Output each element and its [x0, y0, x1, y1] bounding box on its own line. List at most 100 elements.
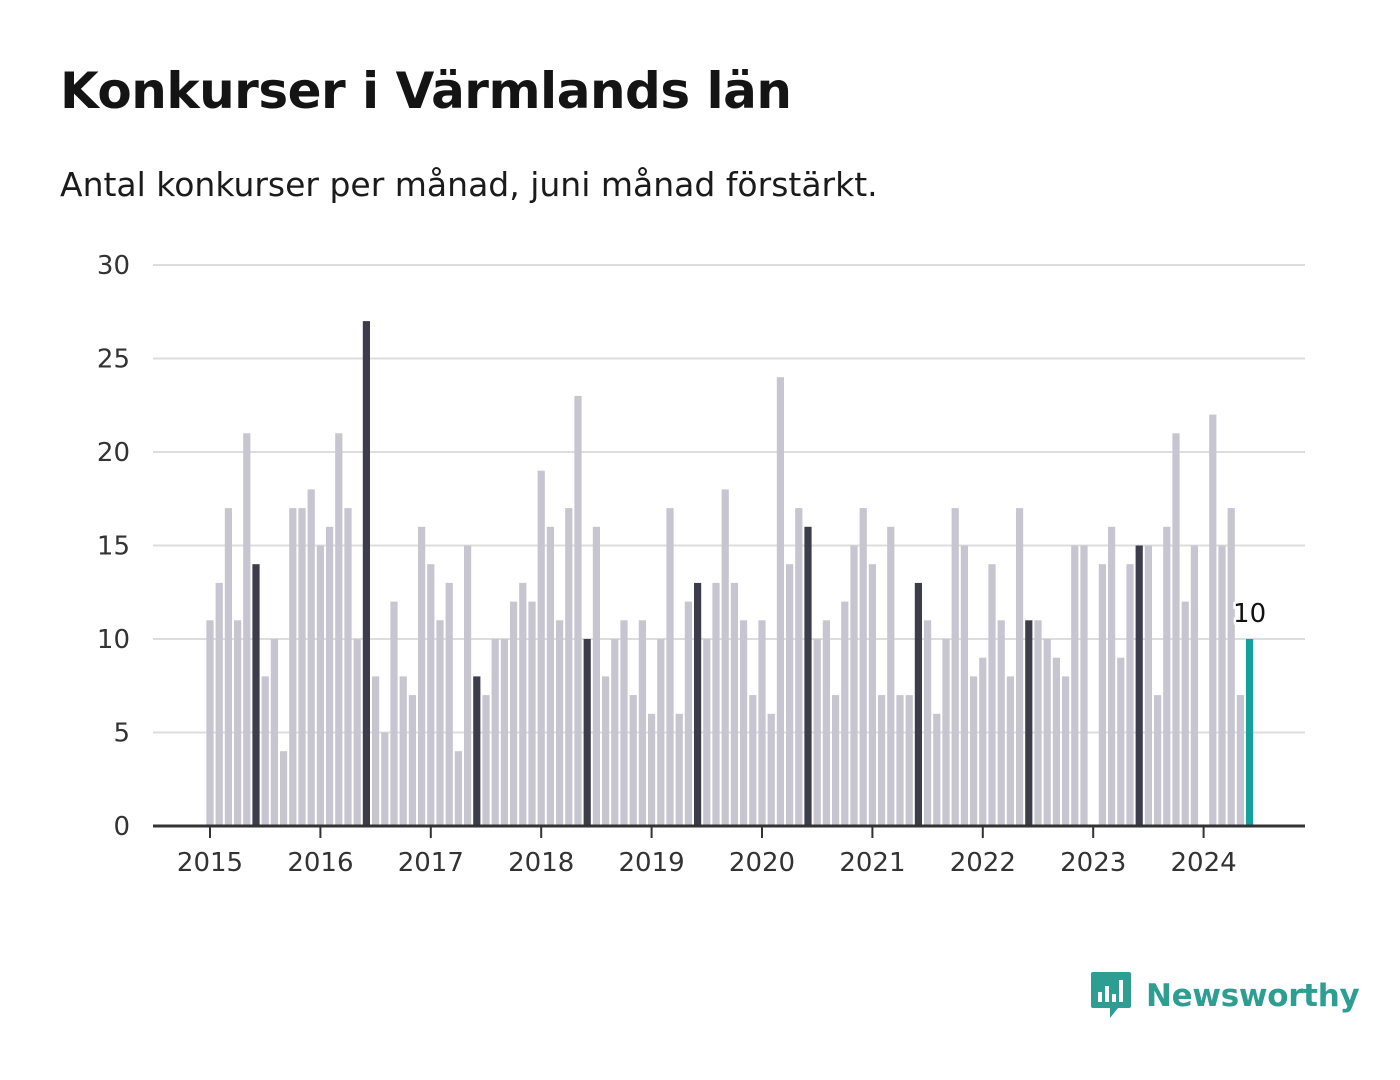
bar[interactable]: [335, 433, 343, 826]
bar[interactable]: [822, 620, 830, 826]
bar[interactable]: [813, 639, 821, 826]
bar[interactable]: [215, 582, 223, 826]
bar-june[interactable]: [804, 526, 812, 826]
bar[interactable]: [510, 601, 518, 826]
bar[interactable]: [859, 508, 867, 826]
bar[interactable]: [611, 639, 619, 826]
bar[interactable]: [565, 508, 573, 826]
bar[interactable]: [933, 713, 941, 826]
bar[interactable]: [1034, 620, 1042, 826]
bar[interactable]: [261, 676, 269, 826]
bar[interactable]: [1236, 695, 1244, 826]
bar[interactable]: [243, 433, 251, 826]
bar[interactable]: [1016, 508, 1024, 826]
bar-june[interactable]: [914, 582, 922, 826]
bar[interactable]: [620, 620, 628, 826]
bar[interactable]: [666, 508, 674, 826]
bar[interactable]: [850, 545, 858, 827]
bar[interactable]: [528, 601, 536, 826]
bar[interactable]: [436, 620, 444, 826]
bar[interactable]: [657, 639, 665, 826]
bar[interactable]: [418, 526, 426, 826]
bar[interactable]: [703, 639, 711, 826]
bar[interactable]: [648, 713, 656, 826]
bar[interactable]: [730, 582, 738, 826]
bar[interactable]: [1209, 414, 1217, 826]
bar[interactable]: [519, 582, 527, 826]
bar[interactable]: [960, 545, 968, 827]
bar[interactable]: [1218, 545, 1226, 827]
bar-june[interactable]: [1135, 545, 1143, 827]
bar[interactable]: [408, 695, 416, 826]
bar[interactable]: [482, 695, 490, 826]
bar[interactable]: [740, 620, 748, 826]
bar[interactable]: [592, 526, 600, 826]
bar[interactable]: [1126, 564, 1134, 826]
bar[interactable]: [206, 620, 214, 826]
bar[interactable]: [445, 582, 453, 826]
bar-june[interactable]: [694, 582, 702, 826]
bar[interactable]: [372, 676, 380, 826]
bar[interactable]: [1080, 545, 1088, 827]
bar[interactable]: [988, 564, 996, 826]
bar-june[interactable]: [252, 564, 260, 826]
bar[interactable]: [307, 489, 315, 826]
bar[interactable]: [1071, 545, 1079, 827]
bar[interactable]: [942, 639, 950, 826]
bar[interactable]: [997, 620, 1005, 826]
bar[interactable]: [399, 676, 407, 826]
bar-june[interactable]: [583, 639, 591, 826]
bar[interactable]: [841, 601, 849, 826]
bar[interactable]: [390, 601, 398, 826]
bar[interactable]: [1117, 657, 1125, 826]
bar[interactable]: [712, 582, 720, 826]
bar[interactable]: [270, 639, 278, 826]
bar[interactable]: [721, 489, 729, 826]
bar[interactable]: [326, 526, 334, 826]
bar[interactable]: [316, 545, 324, 827]
bar[interactable]: [1181, 601, 1189, 826]
bar[interactable]: [979, 657, 987, 826]
bar[interactable]: [1227, 508, 1235, 826]
bar[interactable]: [381, 732, 389, 827]
bar[interactable]: [353, 639, 361, 826]
bar[interactable]: [289, 508, 297, 826]
bar[interactable]: [556, 620, 564, 826]
bar[interactable]: [1172, 433, 1180, 826]
bar[interactable]: [638, 620, 646, 826]
bar[interactable]: [464, 545, 472, 827]
bar[interactable]: [234, 620, 242, 826]
bar[interactable]: [951, 508, 959, 826]
bar[interactable]: [896, 695, 904, 826]
bar[interactable]: [1006, 676, 1014, 826]
bar[interactable]: [887, 526, 895, 826]
bar[interactable]: [776, 377, 784, 826]
bar[interactable]: [500, 639, 508, 826]
bar[interactable]: [905, 695, 913, 826]
bar[interactable]: [298, 508, 306, 826]
bar[interactable]: [767, 713, 775, 826]
bar[interactable]: [684, 601, 692, 826]
bar-june[interactable]: [1025, 620, 1033, 826]
bar[interactable]: [924, 620, 932, 826]
bar[interactable]: [427, 564, 435, 826]
bar[interactable]: [1144, 545, 1152, 827]
bar[interactable]: [878, 695, 886, 826]
bar[interactable]: [786, 564, 794, 826]
bar[interactable]: [344, 508, 352, 826]
bar[interactable]: [280, 751, 288, 826]
bar[interactable]: [868, 564, 876, 826]
brand-logo[interactable]: Newsworthy: [1090, 970, 1360, 1022]
bar[interactable]: [758, 620, 766, 826]
bar[interactable]: [537, 470, 545, 826]
bar[interactable]: [629, 695, 637, 826]
bar[interactable]: [1163, 526, 1171, 826]
bar[interactable]: [1043, 639, 1051, 826]
bar[interactable]: [1190, 545, 1198, 827]
bar[interactable]: [602, 676, 610, 826]
bar[interactable]: [224, 508, 232, 826]
bar[interactable]: [749, 695, 757, 826]
bar[interactable]: [1052, 657, 1060, 826]
bar[interactable]: [795, 508, 803, 826]
bar[interactable]: [491, 639, 499, 826]
